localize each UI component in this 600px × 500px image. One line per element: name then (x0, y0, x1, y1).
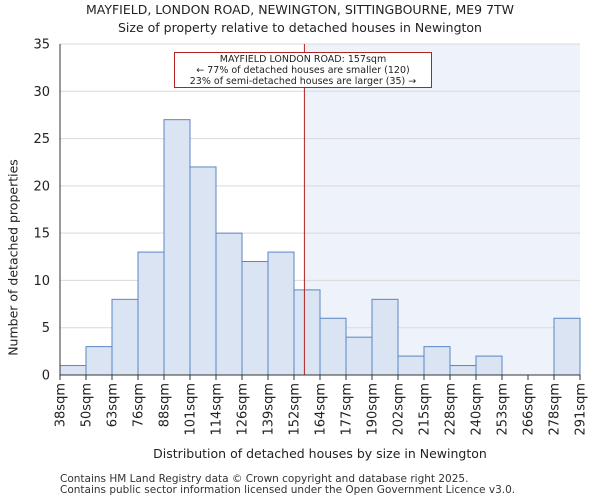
x-tick-label: 63sqm (106, 383, 121, 427)
y-tick-label: 20 (33, 179, 50, 194)
bar (475, 355, 503, 376)
bar (449, 365, 477, 376)
x-tick-label: 88sqm (158, 383, 173, 427)
x-axis-label: Distribution of detached houses by size … (153, 446, 487, 461)
x-tick-label: 253sqm (496, 383, 511, 436)
annotation-line-1: MAYFIELD LONDON ROAD: 157sqm (219, 54, 387, 65)
bar (163, 119, 191, 376)
chart-subtitle: Size of property relative to detached ho… (118, 20, 482, 35)
annotation-line-2: ← 77% of detached houses are smaller (12… (196, 65, 410, 76)
y-axis-label: Number of detached properties (5, 159, 21, 356)
bar (319, 317, 347, 376)
x-tick-label: 139sqm (262, 383, 277, 436)
y-tick-label: 15 (33, 227, 50, 242)
x-tick-label: 126sqm (236, 383, 251, 436)
x-tick-label: 114sqm (210, 383, 225, 436)
bar (293, 289, 321, 376)
x-tick-label: 76sqm (132, 383, 147, 427)
y-tick-label: 35 (33, 38, 50, 53)
y-tick-label: 25 (33, 132, 50, 147)
footer-line-2: Contains public sector information licen… (60, 484, 516, 496)
annotation-box: MAYFIELD LONDON ROAD: 157sqm ← 77% of de… (174, 52, 432, 88)
chart-title: MAYFIELD, LONDON ROAD, NEWINGTON, SITTIN… (85, 2, 515, 17)
y-tick-label: 0 (42, 369, 50, 384)
y-tick-label: 30 (33, 85, 50, 100)
bar (371, 298, 399, 376)
bar (215, 232, 243, 376)
x-tick-label: 278sqm (548, 383, 563, 436)
bar (241, 261, 269, 376)
bar (553, 317, 581, 376)
x-tick-label: 190sqm (366, 383, 381, 436)
x-tick-label: 215sqm (418, 383, 433, 436)
y-tick-label: 5 (42, 321, 50, 336)
x-tick-label: 101sqm (184, 383, 199, 436)
annotation-line-3: 23% of semi-detached houses are larger (… (189, 76, 417, 87)
bar (345, 336, 373, 376)
bar (189, 166, 217, 376)
footer-line-1: Contains HM Land Registry data © Crown c… (60, 473, 469, 485)
highlight-region (304, 44, 580, 375)
x-tick-label: 164sqm (314, 383, 329, 436)
bar (397, 355, 425, 376)
x-tick-label: 177sqm (340, 383, 355, 436)
bar (423, 346, 451, 376)
bar (137, 251, 165, 376)
bar (267, 251, 295, 376)
x-tick-label: 266sqm (522, 383, 537, 436)
x-tick-label: 228sqm (444, 383, 459, 436)
bar (59, 365, 87, 376)
x-tick-label: 291sqm (574, 383, 589, 436)
x-tick-label: 152sqm (288, 383, 303, 436)
x-tick-label: 202sqm (392, 383, 407, 436)
bar (85, 346, 113, 376)
x-tick-label: 50sqm (80, 383, 95, 427)
y-tick-label: 10 (33, 274, 50, 289)
x-tick-label: 38sqm (54, 383, 69, 427)
bar (111, 298, 139, 376)
x-tick-label: 240sqm (470, 383, 485, 436)
